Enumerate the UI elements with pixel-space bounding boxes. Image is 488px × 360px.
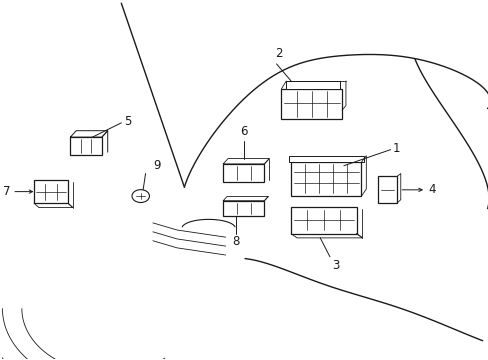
Bar	[34, 180, 68, 203]
Text: 8: 8	[231, 235, 239, 248]
Text: 4: 4	[427, 183, 435, 196]
Text: 1: 1	[392, 142, 400, 155]
Text: 3: 3	[332, 258, 339, 271]
Bar	[223, 164, 264, 182]
Text: 2: 2	[275, 47, 282, 60]
Text: 6: 6	[240, 125, 247, 138]
Text: 5: 5	[123, 114, 131, 127]
Bar	[281, 89, 342, 119]
Bar	[223, 201, 264, 216]
Bar	[285, 81, 339, 89]
Bar	[70, 137, 102, 155]
Bar	[290, 207, 356, 234]
Bar	[378, 176, 396, 203]
Bar	[290, 162, 361, 196]
Text: 7: 7	[3, 185, 11, 198]
Bar	[288, 156, 363, 162]
Text: 9: 9	[153, 159, 160, 172]
